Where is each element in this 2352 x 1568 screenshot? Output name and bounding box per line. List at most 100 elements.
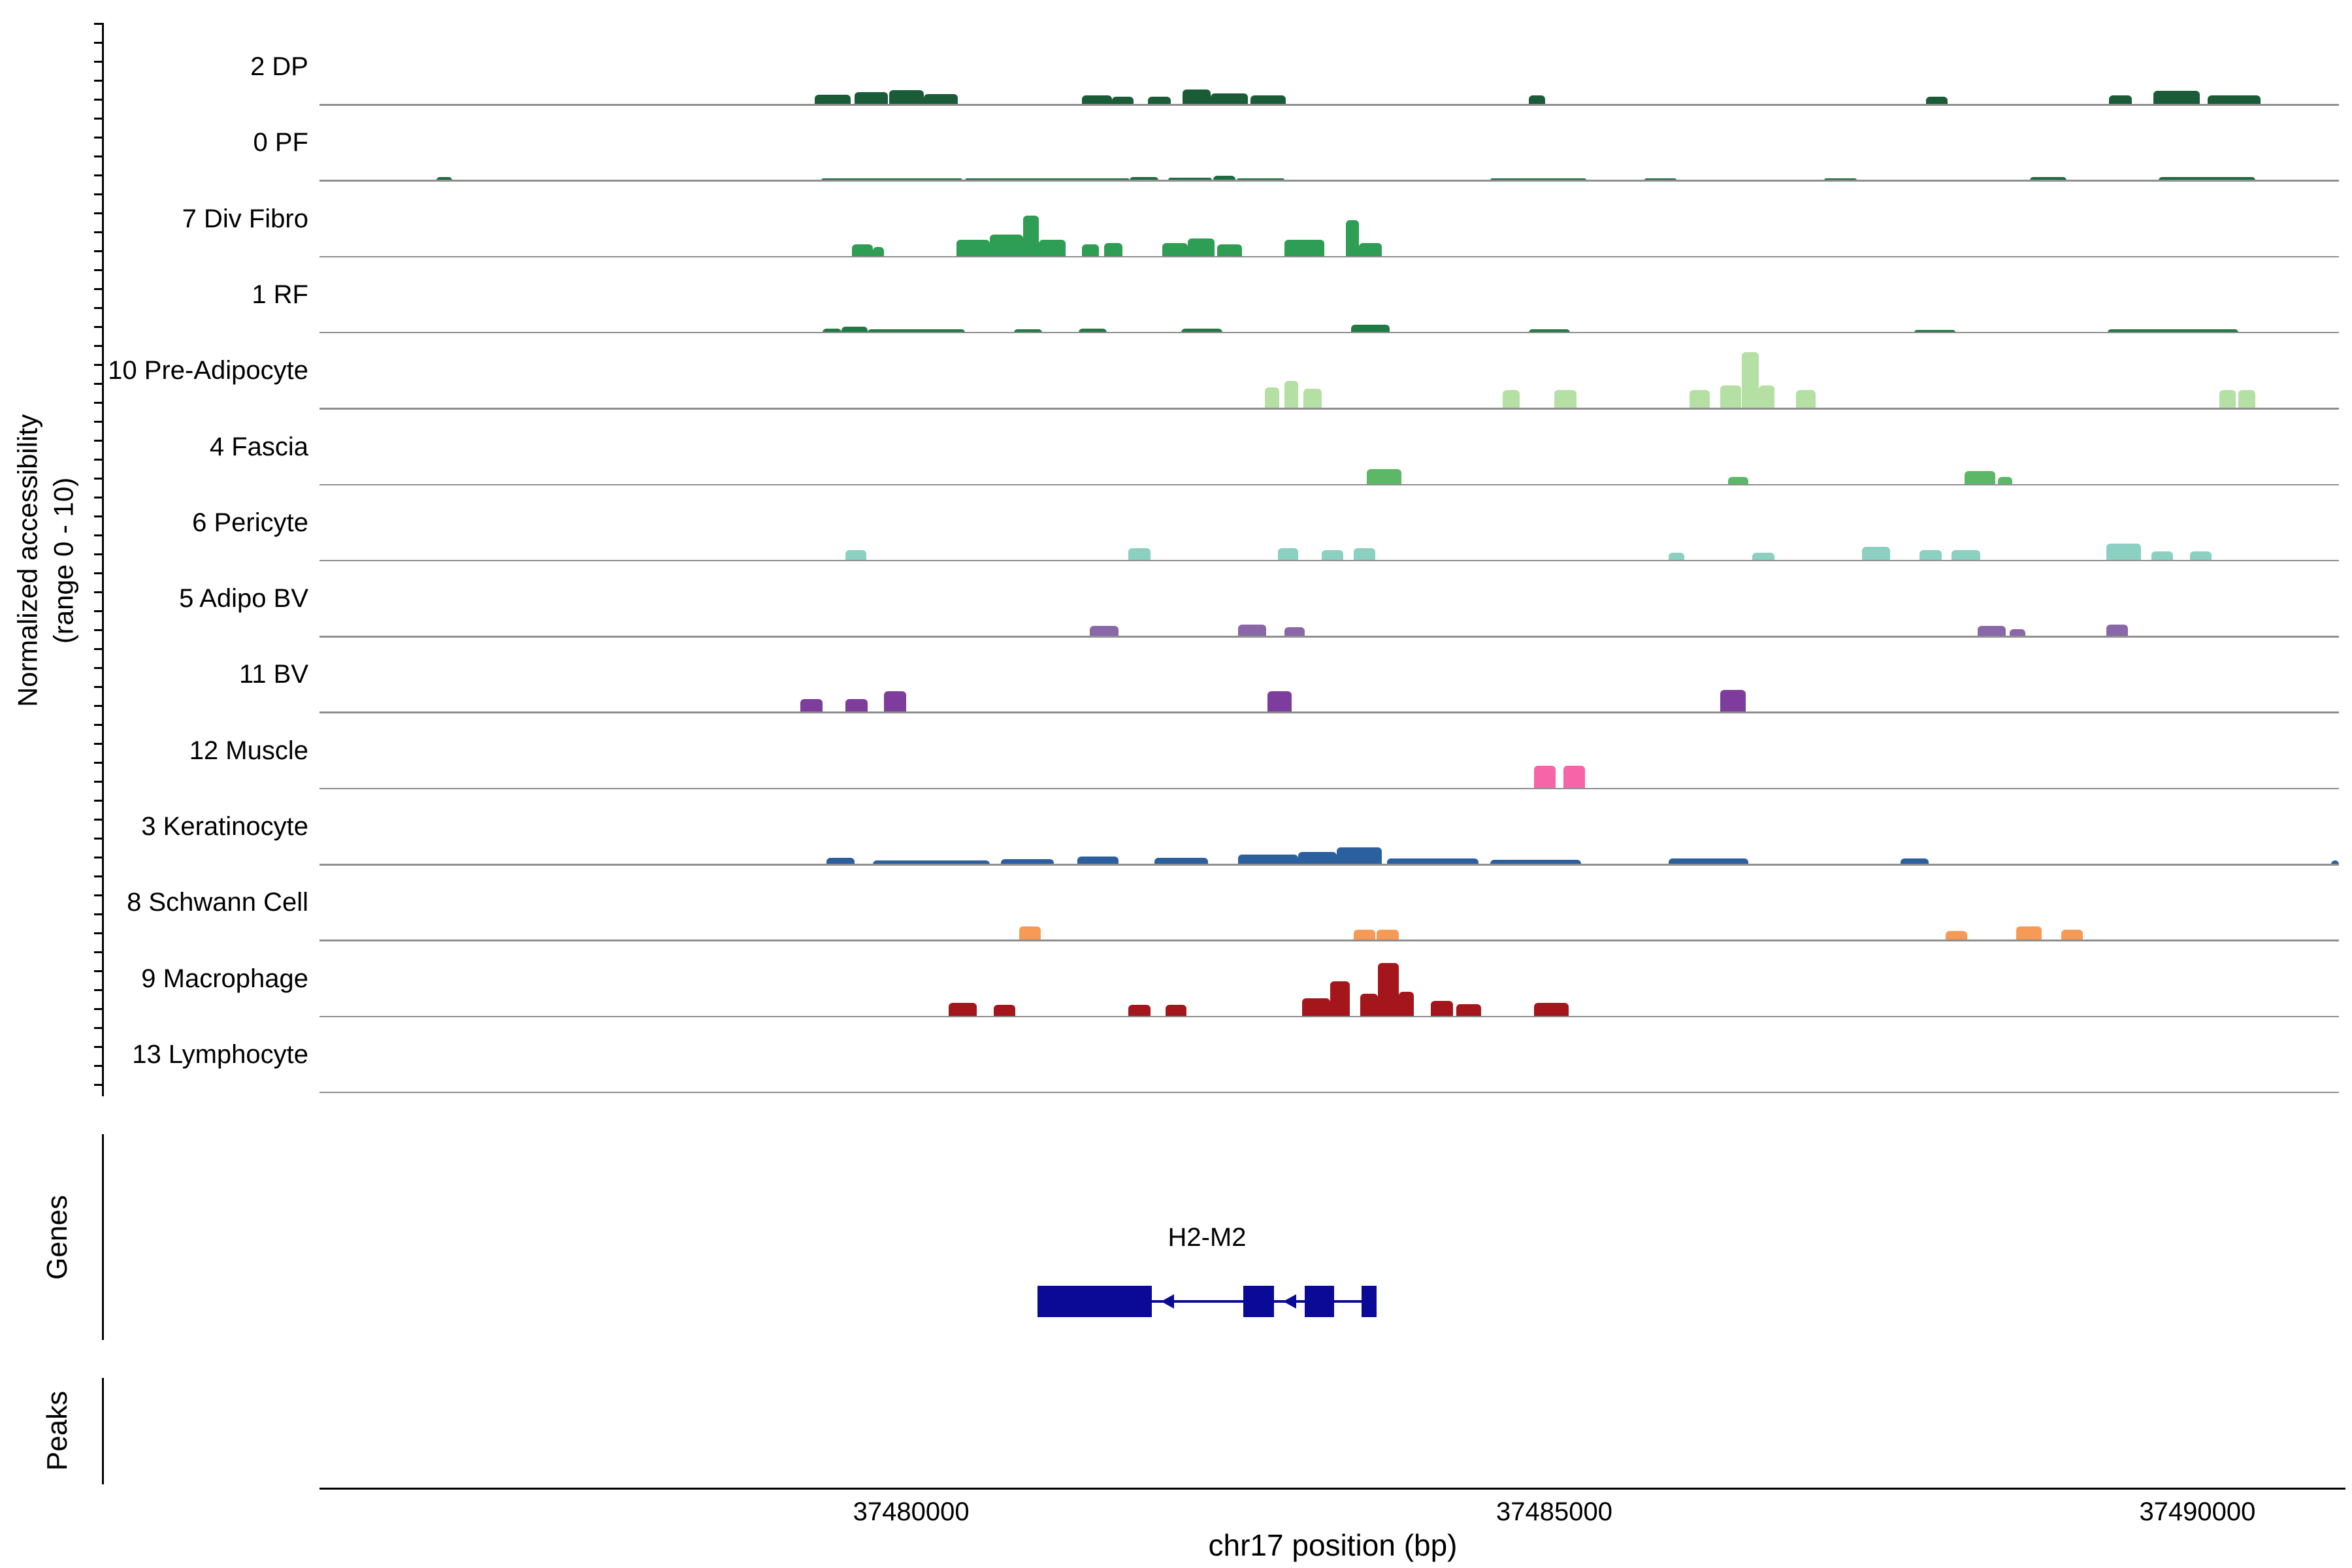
signal-peak-6-pericyte xyxy=(1669,553,1684,561)
ruler-tick xyxy=(94,326,103,328)
ruler-tick xyxy=(94,61,103,63)
signal-peak-3-keratinocyte xyxy=(1669,858,1749,864)
ruler-tick xyxy=(94,667,103,669)
ruler-tick xyxy=(94,819,103,821)
x-tick-label-37480000: 37480000 xyxy=(853,1497,970,1526)
signal-peak-7-div-fibro xyxy=(1346,220,1359,257)
signal-peak-1-rf xyxy=(1181,329,1223,333)
signal-peak-9-macrophage xyxy=(1431,1001,1453,1017)
signal-peak-3-keratinocyte xyxy=(1900,858,1929,864)
signal-peak-6-pericyte xyxy=(2106,544,2141,561)
signal-peak-10-pre-adipocyte xyxy=(1759,385,1774,409)
signal-peak-12-muscle xyxy=(1563,765,1586,789)
signal-peak-6-pericyte xyxy=(845,549,866,561)
track-baseline-13-lymphocyte xyxy=(319,1091,2339,1094)
track-axis-ruler xyxy=(102,23,104,1096)
signal-peak-3-keratinocyte xyxy=(1154,857,1209,864)
ruler-tick xyxy=(94,800,103,802)
signal-peak-7-div-fibro xyxy=(872,246,885,257)
signal-peak-2-dp xyxy=(814,94,851,105)
signal-peak-11-bv xyxy=(1267,691,1292,713)
signal-peak-1-rf xyxy=(841,326,868,333)
ruler-tick xyxy=(94,989,103,991)
peaks-bracket xyxy=(102,1378,104,1484)
ruler-tick xyxy=(94,478,103,480)
signal-peak-9-macrophage xyxy=(1166,1005,1186,1017)
ruler-tick xyxy=(94,724,103,726)
ruler-tick xyxy=(94,421,103,423)
ruler-tick xyxy=(94,913,103,915)
signal-peak-6-pericyte xyxy=(1952,549,1980,561)
signal-peak-2-dp xyxy=(2153,91,2200,105)
track-baseline-10-pre-adipocyte xyxy=(319,408,2339,410)
signal-peak-8-schwann-cell xyxy=(1945,931,1968,941)
ruler-tick xyxy=(94,894,103,896)
ruler-tick xyxy=(94,629,103,631)
signal-peak-5-adipo-bv xyxy=(2009,629,2025,637)
signal-peak-0-pf xyxy=(1490,178,1587,181)
signal-peak-10-pre-adipocyte xyxy=(1720,385,1741,409)
track-baseline-8-schwann-cell xyxy=(319,939,2339,941)
signal-peak-2-dp xyxy=(2208,95,2261,105)
ruler-tick xyxy=(94,1008,103,1010)
signal-peak-7-div-fibro xyxy=(956,240,990,257)
ruler-tick xyxy=(94,250,103,252)
signal-peak-6-pericyte xyxy=(1919,549,1942,561)
signal-peak-1-rf xyxy=(1350,325,1390,333)
signal-peak-7-div-fibro xyxy=(1284,240,1324,257)
x-tick-label-37485000: 37485000 xyxy=(1496,1497,1613,1526)
ruler-tick xyxy=(94,705,103,707)
signal-peak-0-pf xyxy=(1130,176,1158,181)
signal-peak-11-bv xyxy=(1720,689,1746,713)
signal-peak-3-keratinocyte xyxy=(1490,860,1582,864)
signal-peak-4-fascia xyxy=(1366,469,1401,485)
signal-peak-9-macrophage xyxy=(1128,1005,1151,1017)
signal-peak-10-pre-adipocyte xyxy=(1284,381,1299,409)
signal-peak-3-keratinocyte xyxy=(1387,858,1478,864)
ruler-tick xyxy=(94,686,103,688)
track-baseline-4-fascia xyxy=(319,483,2339,485)
signal-peak-2-dp xyxy=(1147,97,1171,105)
signal-peak-5-adipo-bv xyxy=(1090,625,1119,637)
signal-peak-10-pre-adipocyte xyxy=(1554,390,1576,409)
signal-peak-1-rf xyxy=(1014,329,1043,333)
ruler-tick xyxy=(94,459,103,461)
signal-peak-8-schwann-cell xyxy=(1377,930,1399,941)
signal-peak-0-pf xyxy=(1168,178,1213,181)
ruler-tick xyxy=(94,1065,103,1067)
ruler-tick xyxy=(94,345,103,347)
track-baseline-7-div-fibro xyxy=(319,255,2339,258)
signal-peak-2-dp xyxy=(2108,95,2132,105)
track-baseline-0-pf xyxy=(319,180,2339,182)
track-label-13-lymphocyte: 13 Lymphocyte xyxy=(132,1039,308,1069)
ruler-tick xyxy=(94,1027,103,1029)
signal-peak-9-macrophage xyxy=(1378,963,1399,1017)
ruler-tick xyxy=(94,99,103,101)
gene-exon xyxy=(1243,1286,1274,1317)
ruler-tick xyxy=(94,515,103,517)
gene-exon xyxy=(1037,1286,1152,1317)
ruler-tick xyxy=(94,553,103,555)
x-tick-label-37490000: 37490000 xyxy=(2139,1497,2256,1526)
track-label-12-muscle: 12 Muscle xyxy=(189,736,308,765)
ruler-tick xyxy=(94,857,103,858)
signal-peak-2-dp xyxy=(1528,95,1546,105)
ruler-tick xyxy=(94,838,103,840)
ruler-tick xyxy=(94,383,103,385)
signal-peak-7-div-fibro xyxy=(1358,242,1382,257)
signal-peak-2-dp xyxy=(1082,95,1112,105)
track-label-10-pre-adipocyte: 10 Pre-Adipocyte xyxy=(108,356,308,385)
signal-peak-6-pericyte xyxy=(2189,551,2212,561)
ruler-tick xyxy=(94,1084,103,1086)
signal-peak-2-dp xyxy=(889,90,924,105)
signal-peak-7-div-fibro xyxy=(1022,215,1039,257)
gene-strand-arrow-left xyxy=(1161,1294,1175,1309)
signal-peak-7-div-fibro xyxy=(1103,242,1122,257)
signal-peak-9-macrophage xyxy=(1533,1002,1569,1017)
signal-peak-1-rf xyxy=(1078,329,1107,333)
ruler-tick xyxy=(94,80,103,82)
ruler-tick xyxy=(94,118,103,120)
signal-peak-6-pericyte xyxy=(1752,553,1774,561)
track-label-1-rf: 1 RF xyxy=(252,280,308,309)
signal-peak-9-macrophage xyxy=(1456,1004,1481,1017)
